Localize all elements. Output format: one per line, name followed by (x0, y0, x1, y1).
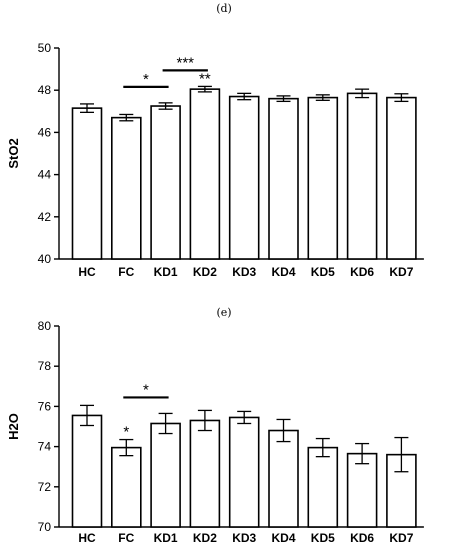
panel-d-category-label: KD6 (350, 265, 374, 279)
panel-e-category-label: KD7 (389, 531, 413, 545)
panel-d-significance-label: * (143, 71, 149, 88)
panel-e-bar-kd4 (268, 429, 299, 528)
panel-e-bar-kd3 (228, 416, 260, 528)
panel-d-bar-kd7 (386, 96, 417, 260)
panel-e-category-label: KD4 (271, 531, 295, 545)
panel-e-y-tick-label: 74 (38, 440, 52, 454)
panel-e-category-label: HC (78, 531, 96, 545)
panel-d-significance-mark: ** (199, 70, 211, 87)
panel-e-significance-label: * (143, 381, 149, 398)
panel-e-bar-kd2 (189, 419, 221, 528)
panel-d-bar-kd1 (150, 105, 181, 260)
panel-d-label: (d) (216, 2, 232, 15)
panel-d-category-label: HC (78, 265, 96, 279)
panel-d-bar-kd4 (268, 97, 299, 260)
panel-e-category-label: KD1 (154, 531, 178, 545)
panel-e-y-tick-label: 70 (38, 520, 52, 534)
panel-e-category-label: KD3 (232, 531, 256, 545)
panel-d-bar-fc (111, 116, 142, 260)
panel-e-category-label: KD6 (350, 531, 374, 545)
panel-d-y-tick-label: 42 (38, 210, 52, 224)
panel-d-category-label: KD7 (389, 265, 413, 279)
panel-e-category-label: FC (118, 531, 134, 545)
panel-e-bar-kd5 (307, 446, 339, 528)
panel-d-y-tick-label: 46 (38, 125, 52, 139)
panel-d-y-tick-label: 44 (38, 168, 52, 182)
panel-d-y-tick-label: 50 (38, 41, 52, 55)
panel-d-y-tick-label: 40 (38, 252, 52, 266)
panel-d-bar-kd6 (346, 92, 378, 260)
panel-d-bar-kd3 (228, 95, 260, 260)
panel-d-category-label: FC (118, 265, 134, 279)
panel-e-bar-hc (71, 414, 103, 528)
panel-e-significance-mark: * (123, 424, 129, 441)
panel-d-bar-kd5 (307, 96, 339, 260)
panel-e-y-tick-label: 80 (38, 319, 52, 333)
panel-e-category-label: KD2 (193, 531, 217, 545)
panel-d-category-label: KD1 (154, 265, 178, 279)
panel-d-y-axis-title: StO2 (6, 138, 21, 168)
panel-e-bar-fc (111, 446, 142, 528)
panel-e-y-tick-label: 72 (38, 480, 52, 494)
panel-d-significance-label: *** (176, 54, 194, 71)
panel-e-label: (e) (216, 306, 231, 319)
panel-e-y-axis-title: H2O (6, 413, 21, 440)
panel-e-y-tick-label: 78 (38, 359, 52, 373)
panel-d-category-label: KD5 (311, 265, 335, 279)
panel-d-bar-hc (71, 107, 103, 260)
panel-d-bar-kd2 (189, 88, 221, 260)
panel-e-y-tick-label: 76 (38, 399, 52, 413)
panel-e-bar-kd1 (150, 422, 181, 528)
panel-e-category-label: KD5 (311, 531, 335, 545)
panel-d-category-label: KD4 (271, 265, 295, 279)
panel-d-y-tick-label: 48 (38, 83, 52, 97)
panel-d-category-label: KD2 (193, 265, 217, 279)
panel-e-bar-kd6 (346, 452, 378, 528)
panel-d-category-label: KD3 (232, 265, 256, 279)
